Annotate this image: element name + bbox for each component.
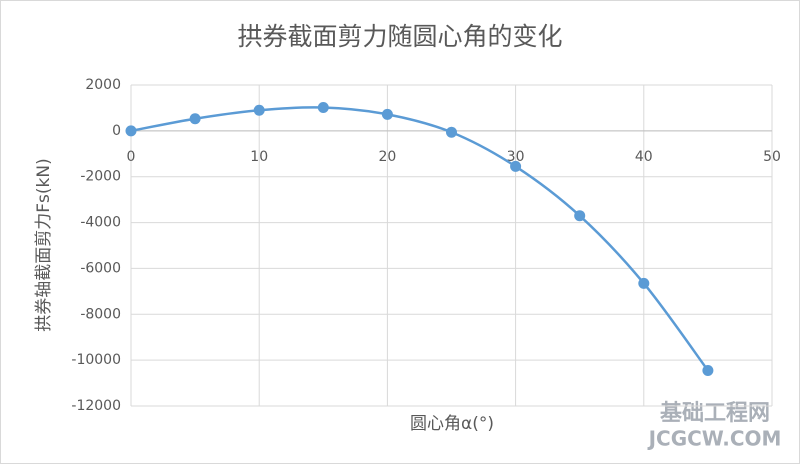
x-tick-label: 20 <box>378 149 396 165</box>
x-tick-label: 0 <box>127 149 136 165</box>
data-point <box>317 101 329 113</box>
data-point <box>253 104 265 116</box>
x-axis-label: 圆心角α(°) <box>410 414 494 434</box>
y-tick-label: -10000 <box>71 352 121 368</box>
y-tick-label: 0 <box>112 123 121 139</box>
y-tick-label: -4000 <box>80 215 121 231</box>
watermark-name: 基础工程网 <box>660 401 770 426</box>
data-point <box>189 113 201 125</box>
data-point <box>702 364 714 376</box>
y-tick-label: 2000 <box>85 77 121 93</box>
y-tick-label: -6000 <box>80 260 121 276</box>
x-tick-label: 40 <box>635 149 653 165</box>
x-tick-label: 10 <box>250 149 268 165</box>
x-tick-label: 50 <box>763 149 781 165</box>
data-point <box>446 126 457 138</box>
data-point <box>510 160 522 172</box>
series-line <box>130 106 709 372</box>
data-point <box>638 277 650 289</box>
y-tick-label: -8000 <box>80 306 121 322</box>
watermark-url: JCGCW.COM <box>647 427 782 451</box>
y-tick-label: -2000 <box>80 169 121 185</box>
chart-title: 拱券截面剪力随圆心角的变化 <box>237 22 562 51</box>
y-axis-label: 拱券轴截面剪力Fs(kN) <box>34 158 54 331</box>
data-point <box>574 210 586 222</box>
data-point <box>381 108 393 120</box>
x-tick-label: 30 <box>507 149 525 165</box>
y-tick-label: -12000 <box>71 398 121 414</box>
data-point <box>125 125 137 137</box>
